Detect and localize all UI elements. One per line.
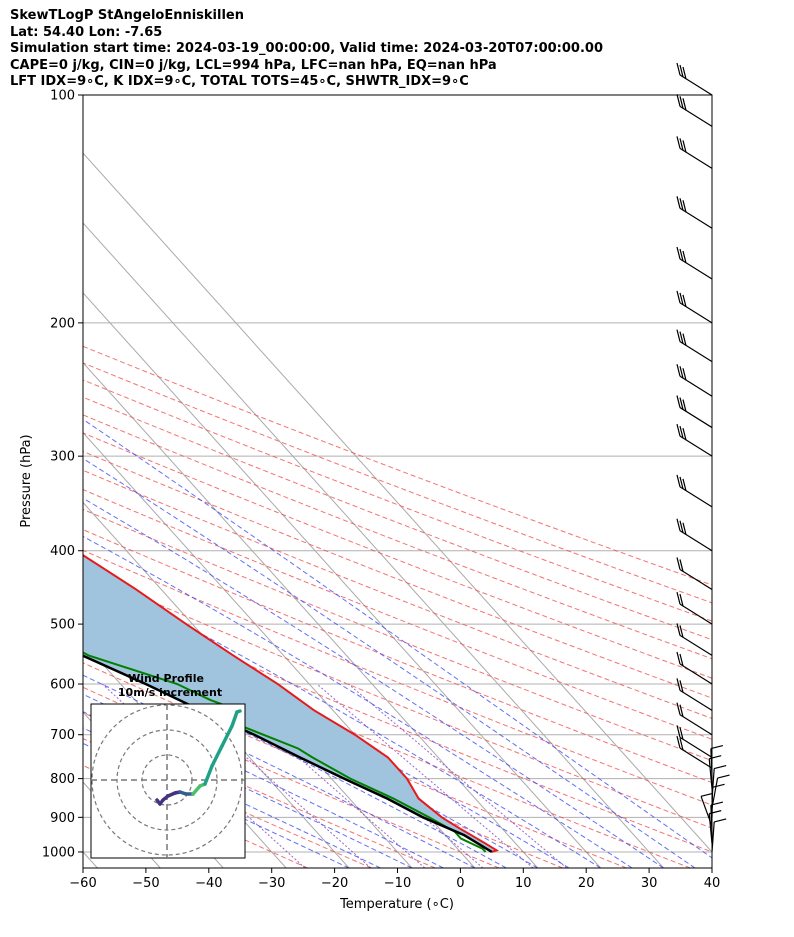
wind-barb: [676, 290, 713, 324]
moist-adiabat: [83, 535, 633, 868]
wind-profile-subtitle: 10m/s increment: [118, 686, 222, 699]
y-tick-label: 800: [50, 772, 75, 787]
x-tick-label: 30: [641, 876, 658, 891]
wind-barb: [676, 678, 713, 711]
x-tick-label: −50: [132, 876, 159, 891]
hodograph-segment: [220, 724, 234, 748]
x-tick-label: 40: [704, 876, 721, 891]
wind-profile-inset: Wind Profile 10m/s increment: [90, 672, 246, 859]
dry-adiabat: [83, 345, 712, 586]
moist-adiabat: [83, 727, 381, 868]
isotherm: [83, 292, 602, 868]
title-line-1: SkewTLogP StAngeloEnniskillen: [10, 8, 244, 23]
dry-adiabat: [83, 508, 712, 762]
dry-adiabat: [83, 489, 712, 740]
y-tick-label: 300: [50, 450, 75, 465]
dry-adiabat: [83, 379, 712, 622]
y-tick-label: 600: [50, 678, 75, 693]
hodograph-segment: [230, 710, 239, 728]
wind-barb: [676, 364, 713, 397]
parcel-path-line: [83, 654, 493, 854]
y-tick-label: 500: [50, 618, 75, 633]
wind-barb: [676, 736, 713, 769]
cin-cape-shading: [83, 555, 497, 852]
title-line-5: LFT IDX=9∘C, K IDX=9∘C, TOTAL TOTS=45∘C,…: [10, 74, 469, 89]
dry-adiabat: [83, 469, 712, 719]
y-tick-label: 700: [50, 728, 75, 743]
x-tick-label: −60: [69, 876, 96, 891]
wind-barb: [676, 246, 713, 280]
wind-barb: [676, 702, 713, 736]
wind-barb: [676, 651, 713, 685]
x-tick-label: 10: [515, 876, 532, 891]
hodograph-segment: [203, 764, 214, 786]
x-tick-label: 20: [578, 876, 595, 891]
dry-adiabat: [83, 686, 500, 868]
wind-barb: [676, 591, 713, 625]
dry-adiabat: [83, 571, 712, 829]
y-tick-label: 1000: [42, 845, 75, 860]
y-tick-label: 100: [50, 89, 75, 104]
isotherm: [83, 152, 712, 853]
temperature-line: [83, 554, 500, 853]
moist-adiabat: [83, 629, 538, 868]
wind-barb: [711, 774, 730, 809]
wind-barb: [676, 424, 713, 457]
wind-barb: [676, 557, 713, 590]
y-tick-label: 400: [50, 544, 75, 559]
isotherm: [83, 222, 664, 868]
dry-adiabat: [83, 529, 712, 784]
wind-barb: [676, 62, 713, 96]
wind-barb: [676, 518, 713, 552]
wind-barb: [710, 745, 724, 779]
mixing-ratio-line: [163, 683, 372, 868]
wind-barb: [676, 623, 713, 656]
moist-adiabat: [83, 418, 712, 859]
dry-adiabat: [83, 592, 712, 853]
wind-profile-title: Wind Profile: [128, 672, 204, 685]
mixing-ratio-line: [348, 683, 568, 868]
y-tick-label: 200: [50, 316, 75, 331]
moist-adiabat: [83, 497, 664, 868]
x-tick-label: −10: [384, 876, 411, 891]
y-tick-label: 900: [50, 811, 75, 826]
wind-barb: [676, 136, 713, 169]
hodograph-segment: [210, 744, 224, 768]
moist-adiabat: [83, 674, 476, 868]
isotherm: [83, 361, 539, 868]
wind-barb: [676, 196, 713, 229]
x-tick-label: −30: [258, 876, 285, 891]
wind-barb: [700, 792, 714, 827]
x-tick-label: −40: [195, 876, 222, 891]
moist-adiabat: [83, 653, 507, 868]
wind-barb: [676, 725, 713, 758]
x-tick-label: −20: [321, 876, 348, 891]
title-line-2: Lat: 54.40 Lon: -7.65: [10, 24, 163, 40]
y-axis-label: Pressure (hPa): [19, 434, 34, 527]
mixing-ratio-line: [316, 683, 534, 868]
moist-adiabat: [83, 570, 601, 868]
moist-adiabat: [83, 693, 444, 868]
wind-barb: [676, 395, 713, 429]
dry-adiabat: [83, 662, 563, 868]
wind-barb: [676, 329, 713, 363]
title-line-4: CAPE=0 j/kg, CIN=0 j/kg, LCL=994 hPa, LF…: [10, 57, 497, 73]
title-line-3: Simulation start time: 2024-03-19_00:00:…: [10, 41, 603, 56]
chart-title: SkewTLogP StAngeloEnniskillen Lat: 54.40…: [10, 8, 603, 91]
wind-barb: [711, 818, 727, 853]
hodograph-segment: [235, 709, 242, 714]
moist-adiabat: [83, 711, 413, 868]
hodograph-segment: [191, 784, 202, 796]
wind-barb: [676, 94, 713, 127]
wind-barb: [676, 474, 713, 508]
x-tick-label: 0: [456, 876, 464, 891]
x-axis-label: Temperature (∘C): [339, 897, 454, 912]
dewpoint-line: [83, 651, 487, 853]
